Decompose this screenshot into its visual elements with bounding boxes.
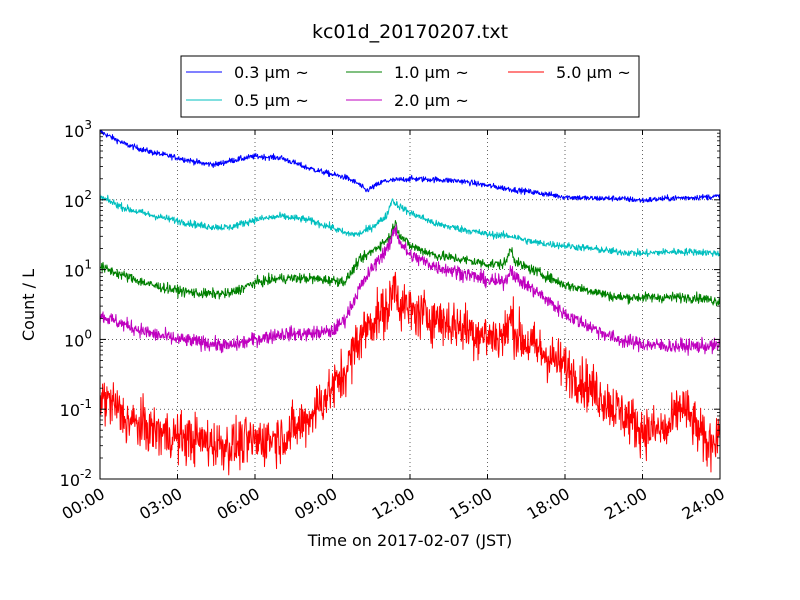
legend-label: 5.0 μm ~ — [556, 63, 631, 82]
axis-ticks — [99, 129, 721, 480]
x-axis-label: Time on 2017-02-07 (JST) — [307, 531, 512, 550]
series-line-0-3 — [100, 130, 720, 203]
y-tick-label: 103 — [64, 118, 92, 141]
y-tick-label: 10-1 — [60, 397, 92, 420]
legend: 0.3 μm ~ 1.0 μm ~ 5.0 μm ~ 0.5 μm ~ 2.0 μm ~ — [180, 55, 640, 118]
y-axis-label: Count / L — [19, 269, 38, 341]
legend-label: 2.0 μm ~ — [394, 91, 469, 110]
y-tick-label: 100 — [64, 327, 92, 350]
y-tick-label: 102 — [64, 188, 92, 211]
legend-label: 1.0 μm ~ — [394, 63, 469, 82]
series-line-0-5 — [100, 193, 720, 258]
series-line-1-0 — [100, 220, 720, 307]
y-tick-label: 10-2 — [60, 467, 92, 490]
series-line-2-0 — [100, 224, 720, 356]
y-tick-label: 101 — [64, 258, 92, 281]
legend-label: 0.3 μm ~ — [234, 63, 309, 82]
series-layer — [100, 130, 720, 476]
legend-frame — [180, 55, 640, 118]
legend-label: 0.5 μm ~ — [234, 91, 309, 110]
y-tick-labels: 10-2 10-1 100 101 102 103 — [60, 118, 92, 490]
series-line-5-0 — [100, 271, 720, 476]
chart-title: kc01d_20170207.txt — [312, 21, 508, 43]
